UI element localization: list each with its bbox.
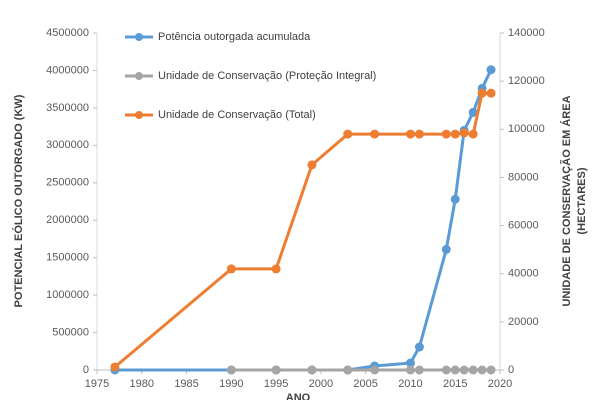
legend-marker (135, 72, 143, 80)
data-point (468, 129, 478, 139)
y-tick-label: 3500000 (46, 102, 89, 114)
series-line (113, 91, 492, 369)
data-point (441, 365, 451, 375)
data-point (459, 128, 469, 138)
data-point (405, 365, 415, 375)
x-tick-label: 2020 (488, 378, 512, 390)
data-point (370, 129, 380, 139)
legend-label: Potência outorgada acumulada (158, 31, 311, 43)
y2-tick-label: 80000 (508, 171, 539, 183)
y-tick-label: 2000000 (46, 214, 89, 226)
data-point (307, 365, 317, 375)
data-point (405, 358, 415, 368)
x-tick-label: 1975 (85, 378, 109, 390)
y-tick-label: 3000000 (46, 139, 89, 151)
data-point (110, 362, 120, 372)
data-point (450, 129, 460, 139)
y2-tick-label: 40000 (508, 268, 539, 280)
x-tick-label: 1985 (174, 378, 198, 390)
y2-tick-label: 20000 (508, 316, 539, 328)
data-point (271, 264, 281, 274)
data-point (343, 129, 353, 139)
y2-tick-label: 120000 (508, 75, 545, 87)
legend-label: Unidade de Conservação (Proteção Integra… (158, 70, 376, 82)
y2-tick-label: 100000 (508, 123, 545, 135)
data-point (414, 342, 424, 352)
x-tick-label: 1995 (264, 378, 288, 390)
y-tick-label: 500000 (52, 326, 89, 338)
data-point (414, 365, 424, 375)
data-point (486, 65, 496, 75)
data-point (450, 365, 460, 375)
data-point (468, 365, 478, 375)
data-point (441, 244, 451, 254)
data-point (405, 129, 415, 139)
data-point (307, 160, 317, 170)
x-tick-label: 1980 (130, 378, 154, 390)
y2-axis-label: UNIDADE DE CONSERVAÇÃO EM ÁREA (560, 95, 573, 306)
data-point (477, 88, 487, 98)
y-tick-label: 0 (83, 364, 89, 376)
x-tick-label: 2000 (309, 378, 333, 390)
x-tick-label: 2010 (398, 378, 422, 390)
y2-tick-label: 60000 (508, 219, 539, 231)
data-point (477, 365, 487, 375)
legend-marker (135, 111, 143, 119)
y-tick-label: 1000000 (46, 289, 89, 301)
data-point (459, 365, 469, 375)
y-axis-label: POTENCIAL EÓLICO OUTORGADO (KW) (12, 94, 25, 307)
data-point (450, 194, 460, 204)
data-point (486, 88, 496, 98)
data-point (468, 107, 478, 117)
data-point (226, 365, 236, 375)
data-point (271, 365, 281, 375)
y-tick-label: 2500000 (46, 177, 89, 189)
y-tick-label: 4500000 (46, 27, 89, 39)
data-point (414, 129, 424, 139)
y-tick-label: 4000000 (46, 64, 89, 76)
legend-label: Unidade de Conservação (Total) (158, 109, 316, 121)
x-tick-label: 2015 (443, 378, 467, 390)
data-point (486, 365, 496, 375)
data-point (370, 365, 380, 375)
y2-tick-label: 0 (508, 364, 514, 376)
data-point (226, 264, 236, 274)
data-point (441, 129, 451, 139)
y2-axis-label: (HECTARES) (576, 167, 588, 234)
y-tick-label: 1500000 (46, 252, 89, 264)
data-point (343, 365, 353, 375)
y2-tick-label: 140000 (508, 27, 545, 39)
legend-marker (135, 33, 143, 41)
x-tick-label: 1990 (219, 378, 243, 390)
x-axis-label: ANO (286, 392, 311, 400)
x-tick-label: 2005 (353, 378, 377, 390)
